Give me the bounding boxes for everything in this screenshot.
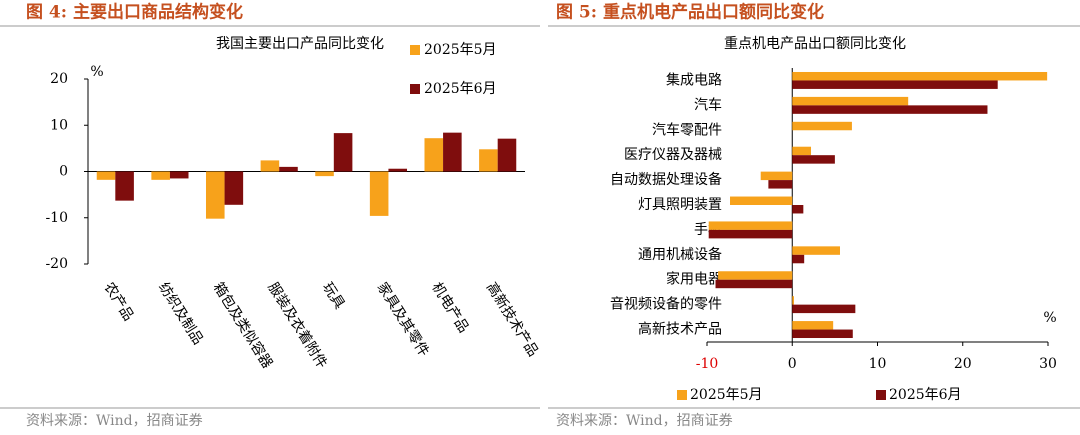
bar [792,71,1048,81]
bar [279,166,298,172]
y-tick-label: 自动数据处理设备 [610,171,722,188]
bar [715,279,793,289]
bar [333,133,353,172]
y-tick-label: 10 [50,117,68,133]
bar [730,196,793,205]
bar [151,171,170,180]
legend-swatch [677,390,687,400]
x-tick-label: 玩具 [319,280,347,312]
bar [205,171,225,219]
chart-title: 重点机电产品出口额同比变化 [724,36,906,52]
source: 资料来源：Wind，招商证券 [556,413,733,429]
unit-label: % [90,64,103,80]
x-tick-label: 农产品 [101,280,137,324]
legend-swatch [876,390,886,400]
bar [497,138,517,172]
bar [115,171,134,201]
bar [260,160,280,172]
bar [443,132,462,172]
bar [792,146,812,156]
bar [760,171,793,181]
bar [792,296,794,305]
legend-label: 2025年5月 [424,42,497,58]
bar [792,254,805,264]
bar [718,271,793,280]
y-tick-label: 20 [50,71,68,87]
bar [169,171,189,179]
legend-label: 2025年6月 [889,387,962,403]
y-tick-label: -10 [45,210,68,226]
x-tick-label: 机电产品 [428,280,471,336]
unit-label: % [1043,310,1056,326]
bar [792,96,909,106]
figure-title: 图 5: 重点机电产品出口额同比变化 [556,2,824,23]
x-tick-label: 纺织及制品 [155,280,206,348]
bar [96,171,116,180]
chart-title: 我国主要出口产品同比变化 [216,36,384,52]
y-tick-label: 汽车零配件 [652,121,722,138]
x-tick-label: 20 [954,356,972,372]
bar [792,304,856,314]
x-tick-label: 30 [1039,356,1057,372]
x-tick-label: 家具及其零件 [374,279,433,359]
x-tick-label: -10 [696,356,719,372]
bar [792,321,834,330]
y-tick-label: 汽车 [694,96,722,113]
bar [792,80,998,89]
x-tick-label: 箱包及类似容器 [210,279,276,371]
bar [315,171,334,177]
x-tick-label: 高新技术产品 [483,279,542,359]
bar [792,205,804,214]
legend-swatch [410,45,420,55]
y-tick-label: 0 [59,164,68,180]
bar [388,168,408,172]
bar [369,171,389,216]
y-tick-label: 音视频设备的零件 [610,296,722,313]
source: 资料来源：Wind，招商证券 [26,413,203,429]
bar [792,105,988,114]
y-tick-label: 高新技术产品 [638,321,722,338]
x-tick-label: 服装及衣着附件 [264,280,330,372]
y-tick-label: 灯具照明装置 [638,197,722,213]
figure-title: 图 4: 主要出口商品结构变化 [26,2,243,23]
bar [792,329,853,339]
bar [768,180,793,189]
legend-label: 2025年6月 [424,81,497,97]
y-tick-label: -20 [45,256,68,272]
bar [708,229,793,239]
bar [424,138,444,172]
bar [224,171,244,205]
bar [792,246,840,255]
y-tick-label: 家用电器 [666,271,722,288]
legend-label: 2025年5月 [690,387,763,403]
bar [708,221,793,230]
x-tick-label: 0 [788,356,797,372]
x-tick-label: 10 [869,356,887,372]
y-tick-label: 集成电路 [666,71,722,88]
y-tick-label: 通用机械设备 [638,246,722,263]
bar [792,155,835,164]
bar [792,121,852,131]
y-tick-label: 医疗仪器及器械 [624,147,722,163]
legend-swatch [410,84,420,94]
bar [479,149,498,172]
